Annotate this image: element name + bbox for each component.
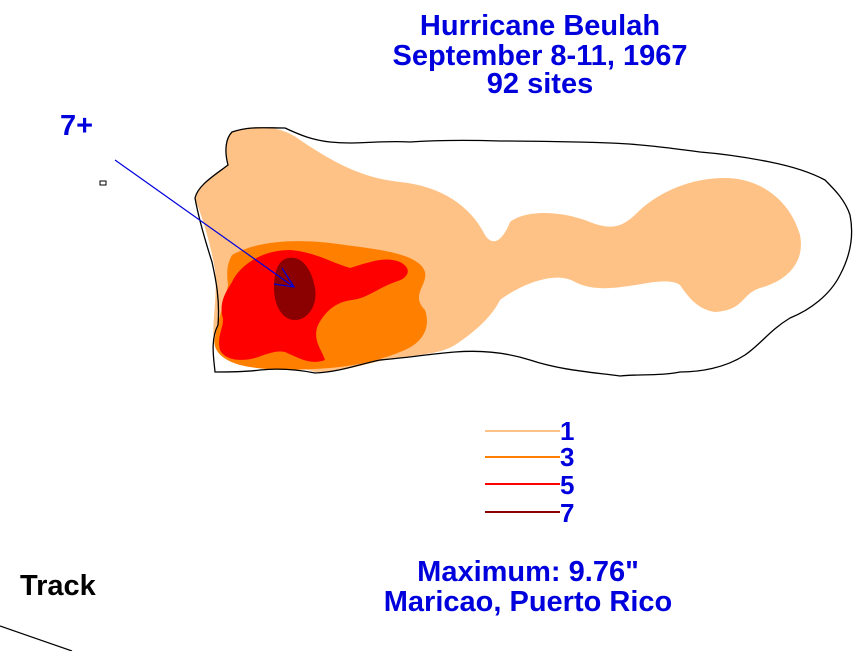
legend-label-3: 3 — [560, 442, 575, 472]
track-label: Track — [20, 570, 96, 602]
contour-5-inch — [219, 250, 408, 362]
title-line-1: Hurricane Beulah — [419, 10, 661, 42]
legend-label-1: 1 — [560, 416, 575, 446]
island-outline — [194, 127, 853, 377]
callout-arrow — [114, 159, 296, 288]
track-line — [0, 625, 73, 651]
legend-label-7: 7 — [560, 498, 575, 528]
callout-label: 7+ — [60, 110, 94, 142]
legend-label-5: 5 — [560, 470, 575, 500]
title-line-2: September 8-11, 1967 — [392, 40, 688, 72]
contour-7-inch — [274, 257, 316, 320]
title-line-3: 92 sites — [486, 68, 594, 100]
maximum-value: Maximum: 9.76" — [417, 556, 639, 588]
small-island — [99, 180, 107, 186]
maximum-location: Maricao, Puerto Rico — [383, 586, 673, 618]
